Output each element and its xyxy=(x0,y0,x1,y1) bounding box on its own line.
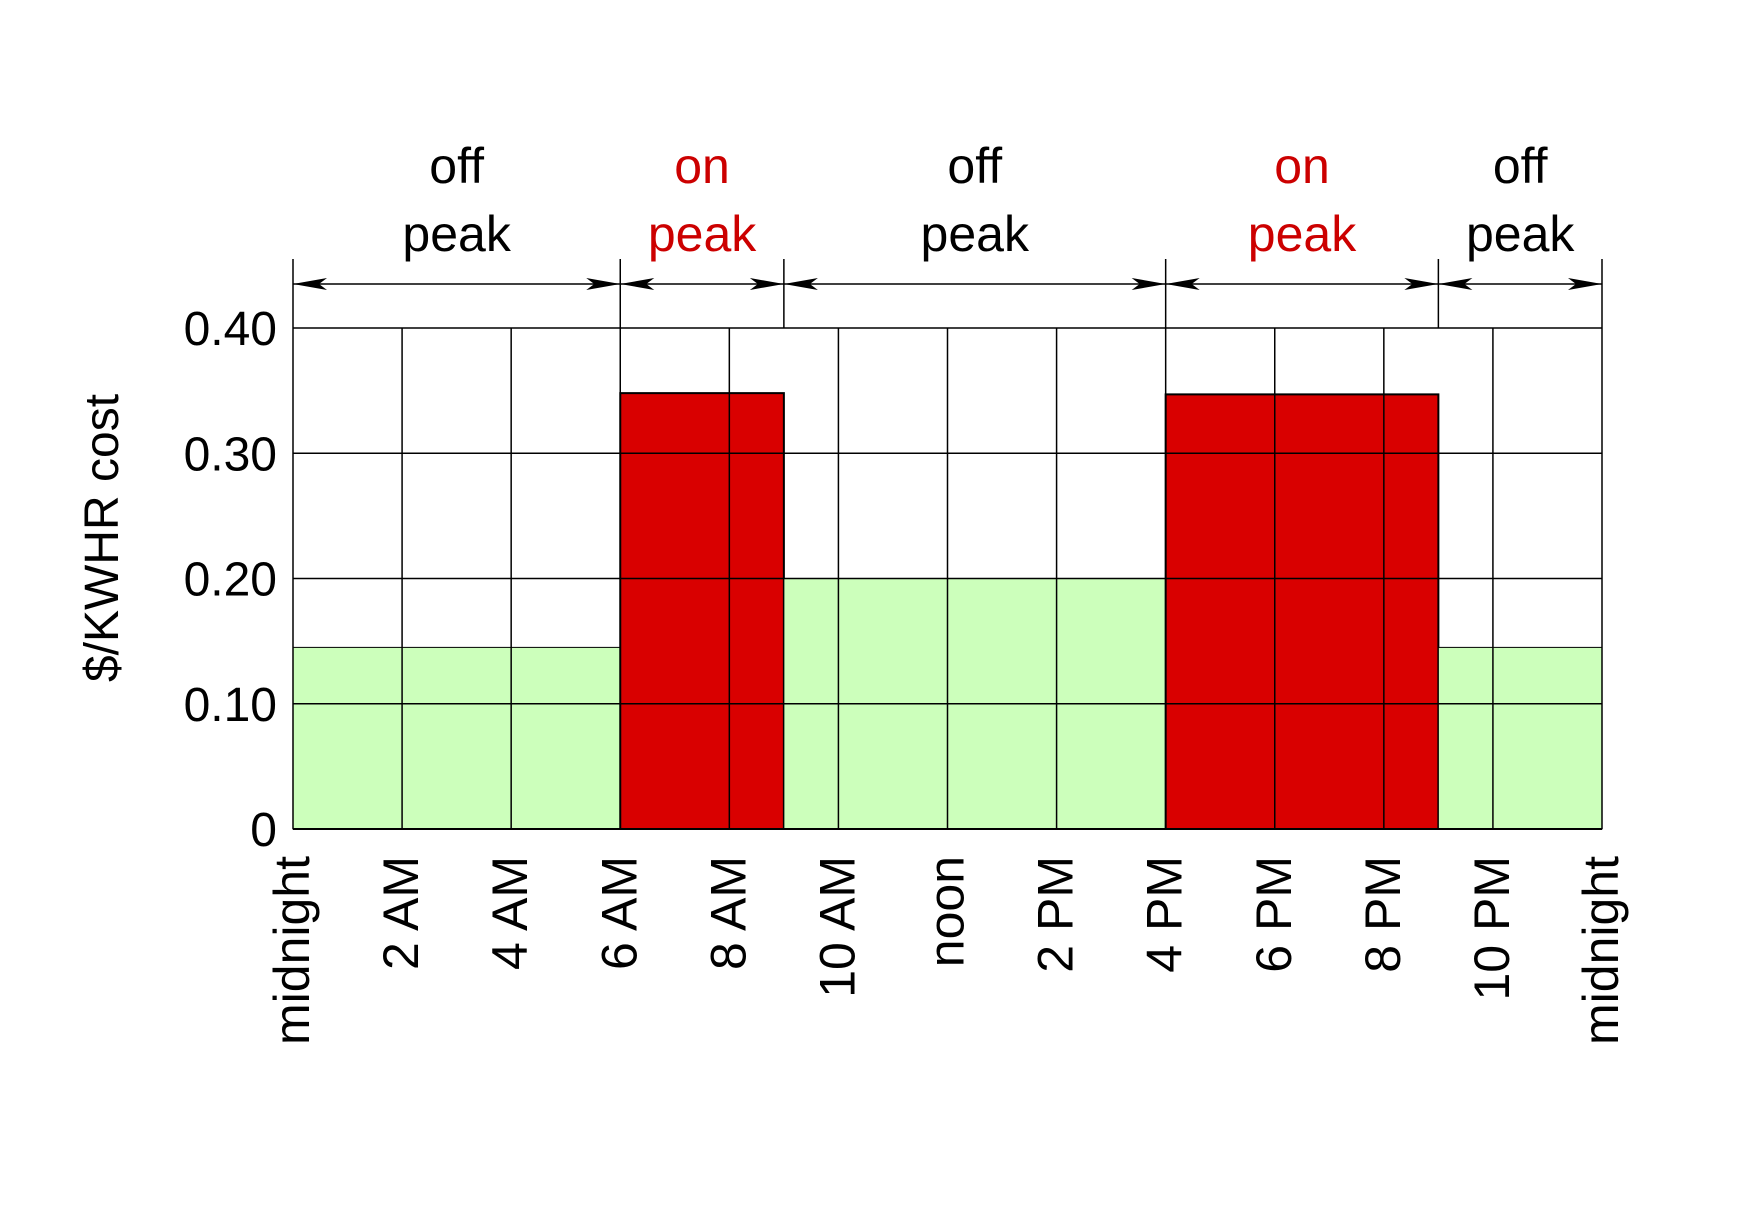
period-arrowhead-right-4 xyxy=(1568,278,1602,290)
period-label-line1: off xyxy=(1493,138,1548,194)
period-label-line1: on xyxy=(1274,138,1330,194)
period-label-line2: peak xyxy=(402,206,511,262)
period-label-line2: peak xyxy=(648,206,757,262)
period-label-line1: on xyxy=(674,138,730,194)
x-tick-label: noon xyxy=(919,856,975,967)
bar-segment-0 xyxy=(292,646,621,830)
period-arrowhead-left-2 xyxy=(783,278,818,290)
x-tick-label: 4 PM xyxy=(1137,856,1193,973)
x-tick-label: 4 AM xyxy=(482,856,538,970)
period-label-line2: peak xyxy=(1466,206,1575,262)
bar-segment-4 xyxy=(1437,646,1603,830)
x-tick-label: midnight xyxy=(264,856,320,1045)
period-label-line1: off xyxy=(947,138,1002,194)
x-tick-label: 10 PM xyxy=(1464,856,1520,1001)
x-tick-label: 2 PM xyxy=(1028,856,1084,973)
period-arrowhead-right-0 xyxy=(586,278,621,290)
y-tick-label: 0.30 xyxy=(184,428,277,481)
x-tick-label: 8 AM xyxy=(700,856,756,970)
period-arrowhead-left-4 xyxy=(1438,278,1473,290)
period-arrowhead-left-0 xyxy=(293,278,327,290)
y-tick-label: 0.40 xyxy=(184,303,277,356)
period-arrowhead-right-3 xyxy=(1404,278,1439,290)
grid-layer xyxy=(292,327,1603,830)
period-arrowhead-left-1 xyxy=(620,278,655,290)
bar-segment-3 xyxy=(1164,393,1440,830)
period-arrowhead-left-3 xyxy=(1165,278,1200,290)
y-tick-label: 0 xyxy=(250,804,277,857)
y-axis-label: $/KWHR cost xyxy=(76,394,129,682)
x-axis-ticks: midnight 2 AM 4 AM 6 AM 8 AM 10 AM noon 2 PM 4 P… xyxy=(264,856,1629,1045)
period-label-line2: peak xyxy=(921,206,1030,262)
period-arrowhead-right-2 xyxy=(1131,278,1166,290)
period-arrowhead-right-1 xyxy=(749,278,784,290)
period-label-line2: peak xyxy=(1248,206,1357,262)
y-tick-label: 0.20 xyxy=(184,554,277,607)
x-tick-label: midnight xyxy=(1573,856,1629,1045)
bar-segment-1 xyxy=(619,392,785,830)
y-tick-label: 0.10 xyxy=(184,679,277,732)
x-tick-label: 6 PM xyxy=(1246,856,1302,973)
y-axis-ticks: 0 0.10 0.20 0.30 0.40 xyxy=(184,303,277,857)
peak-periods: off peak on peak off peak on peak off peak xyxy=(292,138,1603,328)
period-label-line1: off xyxy=(429,138,484,194)
x-tick-label: 8 PM xyxy=(1355,856,1411,973)
x-tick-label: 2 AM xyxy=(373,856,429,970)
x-tick-label: 6 AM xyxy=(591,856,647,970)
x-tick-label: 10 AM xyxy=(809,856,865,998)
